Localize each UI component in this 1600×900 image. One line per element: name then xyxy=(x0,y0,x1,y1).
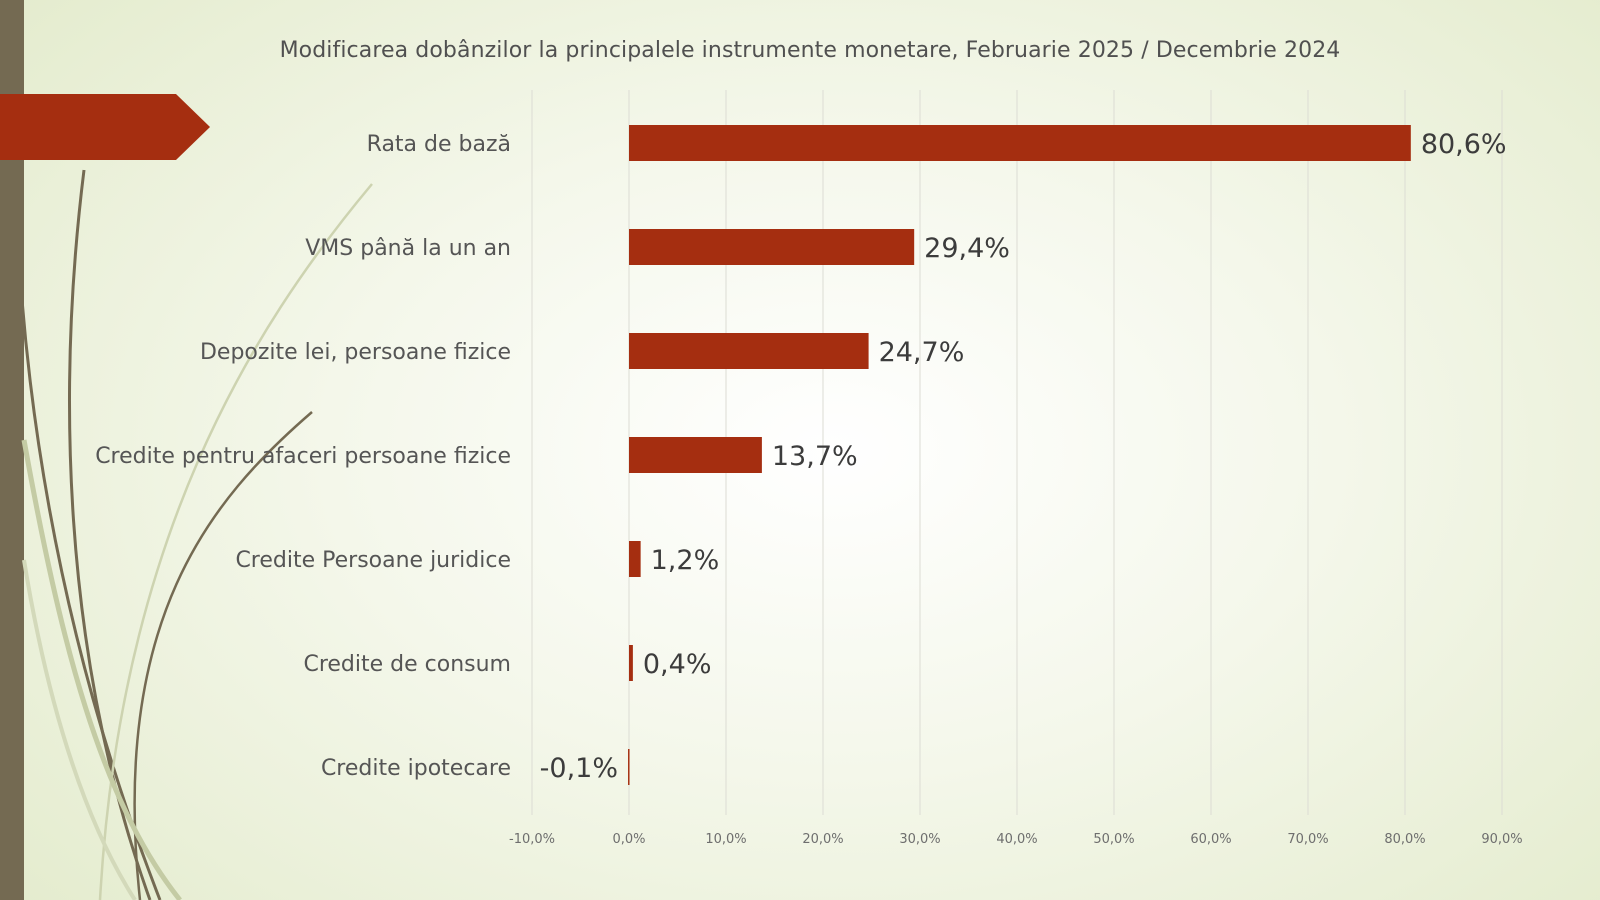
bars xyxy=(628,125,1411,785)
bar-credite-ipotecare xyxy=(628,749,630,785)
x-tick-label: 0,0% xyxy=(612,832,645,847)
x-tick-label: 70,0% xyxy=(1287,832,1328,847)
category-label: Credite pentru afaceri persoane fizice xyxy=(95,444,511,469)
gridlines xyxy=(531,90,1503,815)
x-tick-label: 90,0% xyxy=(1481,832,1522,847)
chart-title: Modificarea dobânzilor la principalele i… xyxy=(279,38,1341,63)
bar-depozite-lei-persoane-fizice xyxy=(629,333,869,369)
x-tick-label: 20,0% xyxy=(802,832,843,847)
bar-credite-de-consum xyxy=(629,645,633,681)
category-label: Rata de bază xyxy=(367,132,511,157)
data-label: 0,4% xyxy=(643,649,712,680)
x-tick-label: 60,0% xyxy=(1190,832,1231,847)
bar-vms-pana-la-un-an xyxy=(629,229,915,265)
decorative-swoosh xyxy=(20,169,373,900)
x-axis-tick-labels: -10,0% 0,0% 10,0% 20,0% 30,0% 40,0% 50,0% 60,0%… xyxy=(509,832,1523,847)
category-label: Credite de consum xyxy=(303,652,511,677)
bar-credite-pentru-afaceri-persoane-fizice xyxy=(629,437,762,473)
bar-credite-persoane-juridice xyxy=(629,541,641,577)
category-label: Credite Persoane juridice xyxy=(235,548,511,573)
data-label: 24,7% xyxy=(879,337,965,368)
x-tick-label: 50,0% xyxy=(1093,832,1134,847)
category-label: VMS până la un an xyxy=(305,236,511,261)
category-label: Depozite lei, persoane fizice xyxy=(200,340,511,365)
value-labels: 80,6% 29,4% 24,7% 13,7% 1,2% 0,4% -0,1% xyxy=(540,129,1507,784)
title-accent-tab xyxy=(0,94,210,160)
category-labels: Rata de bază VMS până la un an Depozite le… xyxy=(95,132,511,781)
x-tick-label: -10,0% xyxy=(509,832,555,847)
x-tick-label: 80,0% xyxy=(1384,832,1425,847)
data-label: 80,6% xyxy=(1421,129,1507,160)
bar-rata-de-baza xyxy=(629,125,1411,161)
data-label: 13,7% xyxy=(772,441,858,472)
x-tick-label: 10,0% xyxy=(705,832,746,847)
data-label: 29,4% xyxy=(924,233,1010,264)
data-label: -0,1% xyxy=(540,753,618,784)
data-label: 1,2% xyxy=(651,545,720,576)
category-label: Credite ipotecare xyxy=(321,756,511,781)
x-tick-label: 30,0% xyxy=(899,832,940,847)
x-tick-label: 40,0% xyxy=(996,832,1037,847)
